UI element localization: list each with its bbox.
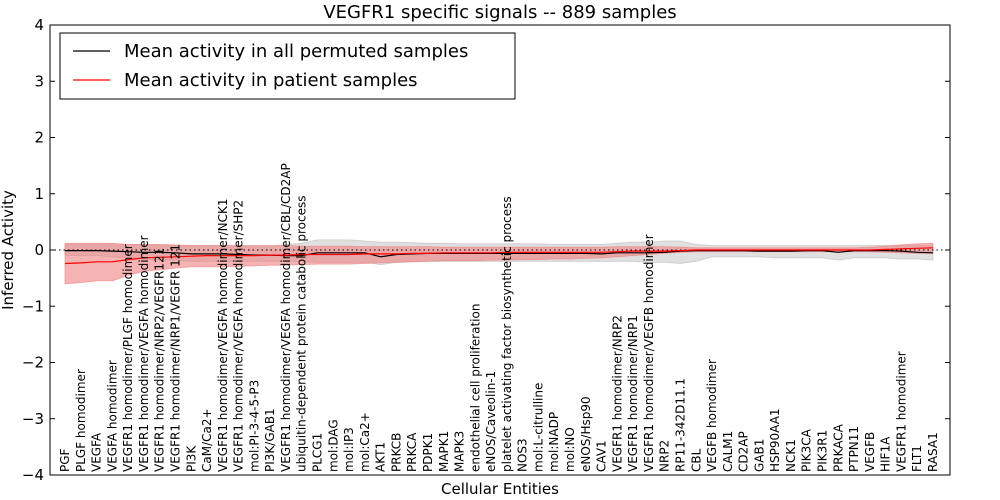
x-tick-label: PLCG1 (311, 433, 325, 472)
x-tick-label: VEGFA homodimer (105, 360, 119, 472)
y-tick-label: 4 (34, 16, 44, 34)
x-tick-label: VEGFR1 homodimer/VEGFA homodimer (137, 235, 151, 472)
x-tick-label: VEGFR1 homodimer/VEGFA homodimer/NCK1 (216, 198, 230, 472)
x-tick-label: eNOS/Hsp90 (579, 396, 593, 472)
x-tick-label: CALM1 (721, 431, 735, 472)
line-series-1 (65, 250, 934, 258)
band-series-2 (64, 242, 934, 285)
legend-label-1: Mean activity in all permuted samples (124, 41, 468, 62)
y-axis-label: Inferred Activity (0, 190, 17, 310)
y-tick-label: 1 (34, 185, 44, 203)
x-tick-label: mol:NO (563, 427, 577, 472)
chart-title: VEGFR1 specific signals -- 889 samples (323, 2, 676, 23)
x-tick-label: mol:NADP (547, 412, 561, 472)
x-tick-label: VEGFA (90, 432, 104, 472)
x-tick-label: VEGFR1 homodimer/NRP1 (626, 315, 640, 472)
x-tick-label: VEGFR1 homodimer/NRP1/VEGFR 121 (169, 244, 183, 472)
y-tick-label: −4 (22, 466, 44, 484)
x-tick-label: PI3K/GAB1 (263, 408, 277, 472)
x-tick-label: mol:IP3 (342, 427, 356, 472)
x-tick-label: PIK3CA (800, 428, 814, 472)
x-tick-label: CAV1 (595, 440, 609, 472)
y-tick-label: −2 (22, 354, 44, 372)
x-tick-label: NRP2 (658, 440, 672, 472)
x-tick-label: VEGFR1 homodimer/NRP2/VEGFR121 (153, 248, 167, 472)
x-tick-label: HSP90AA1 (768, 408, 782, 472)
x-tick-label: mol:Ca2+ (358, 412, 372, 472)
y-tick-label: 0 (34, 241, 44, 259)
x-tick-label: PGF (58, 448, 72, 472)
x-tick-labels: PGF PLGF homodimer VEGFA VEGFA homodimer VEG… (58, 163, 940, 472)
x-tick-label: CD2AP (737, 431, 751, 472)
x-tick-label: NOS3 (516, 438, 530, 472)
x-tick-label: mol:PI-3-4-5-P3 (247, 380, 261, 472)
x-tick-label: mol:L-citrulline (532, 383, 546, 472)
y-tick-label: 2 (34, 129, 44, 147)
legend-label-2: Mean activity in patient samples (124, 70, 418, 91)
y-axis-ticks: −4 −3 −2 −1 0 1 2 3 4 (22, 16, 950, 484)
x-tick-label: RP11-342D11.1 (674, 378, 688, 472)
y-tick-label: −3 (22, 410, 44, 428)
x-tick-label: VEGFR1 homodimer (894, 351, 908, 472)
x-tick-label: VEGFR1 homodimer/VEGFA homodimer/SHP2 (232, 200, 246, 472)
x-tick-label: MAPK3 (453, 431, 467, 472)
x-tick-label: NCK1 (784, 439, 798, 472)
x-tick-label: mol:DAG (326, 419, 340, 472)
x-tick-label: VEGFR1 homodimer/VEGFB homodimer (642, 234, 656, 472)
series-lines (64, 247, 934, 265)
x-tick-label: GAB1 (752, 439, 766, 472)
plot-frame (49, 24, 951, 476)
x-tick-label: VEGFB (863, 432, 877, 472)
x-tick-label: platelet activating factor biosynthetic … (500, 196, 514, 472)
x-tick-label: VEGFR1 homodimer/VEGFA homodimer/CBL/CD2… (279, 163, 293, 472)
x-tick-label: FLT1 (910, 445, 924, 472)
x-tick-label: CaM/Ca2+ (200, 408, 214, 472)
x-tick-label: PRKACA (831, 423, 845, 472)
x-tick-label: MAPK1 (437, 431, 451, 472)
x-tick-label: RASA1 (926, 432, 940, 472)
x-tick-label: endothelial cell proliferation (468, 304, 482, 472)
x-tick-label: VEGFR1 homodimer/PLGF homodimer (121, 244, 135, 472)
x-tick-label: PRKCA (405, 432, 419, 472)
x-tick-label: ubiquitin-dependent protein catabolic pr… (295, 196, 309, 472)
x-tick-label: PDPK1 (421, 433, 435, 472)
x-tick-label: PIK3R1 (816, 430, 830, 472)
x-axis-label: Cellular Entities (441, 480, 559, 498)
x-tick-label: PTPN11 (847, 426, 861, 472)
x-tick-label: PRKCB (389, 433, 403, 472)
x-tick-label: VEGFR1 homodimer/NRP2 (610, 315, 624, 472)
x-tick-label: PLGF homodimer (74, 369, 88, 472)
x-tick-label: VEGFB homodimer (705, 359, 719, 472)
line-series-2 (64, 247, 934, 265)
x-tick-label: AKT1 (374, 442, 388, 472)
x-tick-label: PI3K (184, 445, 198, 472)
x-tick-label: HIF1A (879, 436, 893, 472)
y-tick-label: 3 (34, 72, 44, 90)
legend: Mean activity in all permuted samples Mea… (59, 32, 516, 100)
y-tick-label: −1 (22, 297, 44, 315)
x-tick-label: CBL (689, 448, 703, 472)
legend-box (59, 32, 516, 100)
x-tick-label: eNOS/Caveolin-1 (484, 371, 498, 472)
